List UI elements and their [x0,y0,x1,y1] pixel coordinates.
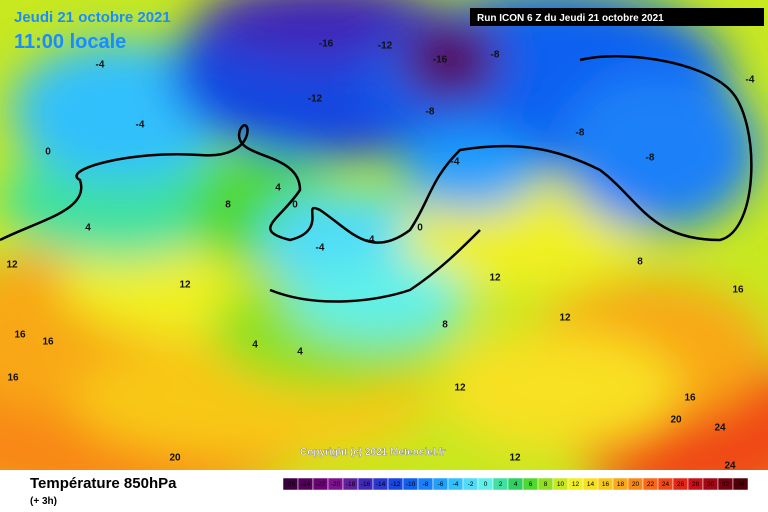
scale-label: -16 [361,481,371,488]
scale-label: -10 [406,481,416,488]
isotherm-label: 16 [684,393,696,404]
scale-label: 10 [557,481,565,488]
scale-label: 34 [737,481,745,488]
scale-label: 32 [722,481,730,488]
isotherm-label: 16 [732,285,744,296]
isotherm-label: 12 [509,453,521,464]
scale-label: -6 [438,481,444,488]
scale-label: 8 [544,481,548,488]
isotherm-label: -12 [378,41,393,52]
scale-label: -18 [346,481,356,488]
isotherm-label: 4 [297,347,303,358]
scale-label: 30 [707,481,715,488]
isotherm-label: 16 [42,337,54,348]
isotherm-label: 4 [275,183,281,194]
run-box [470,8,764,26]
isotherm-label: -8 [576,128,585,139]
isotherm-label: 20 [670,415,682,426]
scale-label: -20 [331,481,341,488]
scale-label: 12 [572,481,580,488]
isotherm-label: 8 [442,320,448,331]
scale-label: 24 [662,481,670,488]
copyright: Copyright (c) 2021 Meteociel.fr [300,447,446,458]
scale-label: -24 [301,481,311,488]
scale-label: 4 [514,481,518,488]
isotherm-label: -4 [366,235,375,246]
isotherm-label: -4 [316,243,325,254]
zero-isotherm [0,55,753,244]
isotherm-label: -16 [319,39,334,50]
scale-label: 26 [677,481,685,488]
isotherm-label: 0 [45,147,51,158]
isotherm-label: 8 [637,257,643,268]
isotherm-label: 12 [6,260,18,271]
isotherm-label: 12 [454,383,466,394]
date: Jeudi 21 octobre 2021 [14,9,171,26]
scale-label: 22 [647,481,655,488]
scale-label: -12 [391,481,401,488]
isotherm-label: 8 [225,200,231,211]
scale-label: 18 [617,481,625,488]
zero-isotherm [269,229,481,303]
scale-label: 14 [587,481,595,488]
scale-label: -22 [316,481,326,488]
scale-label: -8 [423,481,429,488]
footer-title: Température 850hPa [30,475,177,492]
isotherm-label: -8 [491,50,500,61]
scale-label: -4 [453,481,459,488]
isotherm-label: 0 [292,200,298,211]
isotherm-label: 12 [559,313,571,324]
isotherm-label: 0 [417,223,423,234]
isotherm-label: -4 [746,75,755,86]
isotherm-label: -4 [136,120,145,131]
isotherm-label: -16 [433,55,448,66]
isotherm-label: -4 [451,157,460,168]
scale-label: 0 [484,481,488,488]
isotherm-label: 24 [724,461,736,472]
isotherm-label: 24 [714,423,726,434]
scale-swatch [732,477,749,491]
isotherm-label: -8 [426,107,435,118]
scale-label: -26 [286,481,296,488]
scale-label: -14 [376,481,386,488]
run-info: Run ICON 6 Z du Jeudi 21 octobre 2021 [477,13,664,24]
isotherm-label: -4 [96,60,105,71]
isotherm-label: -8 [646,153,655,164]
isotherm-label: 12 [489,273,501,284]
scale-label: 16 [602,481,610,488]
isotherm-labels: -4-40481212161616202424-8-8-8-8-12-12-16… [6,39,755,472]
isotherm-label: 16 [14,330,26,341]
scale-label: 20 [632,481,640,488]
scale-label: -2 [468,481,474,488]
isotherm-label: 4 [85,223,91,234]
footer-step: (+ 3h) [30,496,57,507]
scale-label: 28 [692,481,700,488]
isotherm-label: 4 [252,340,258,351]
scale-label: 2 [499,481,503,488]
time: 11:00 locale [14,31,126,53]
isotherm-label: -12 [308,94,323,105]
isotherm-label: 16 [7,373,19,384]
scale-label: 6 [529,481,533,488]
isotherm-label: 12 [179,280,191,291]
isotherm-label: 20 [169,453,181,464]
color-scale: -26 -24 -22 -20 -18 -16 -14 -12 -10 -8 -6 -4 -2 0 2 4 6 8… [282,477,749,491]
